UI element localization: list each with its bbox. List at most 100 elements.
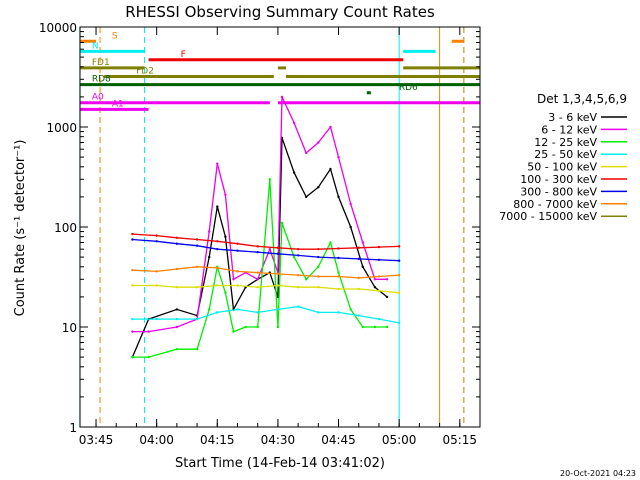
data-point — [216, 162, 219, 165]
y-axis-label: Count Rate (s⁻¹ detector⁻¹) — [13, 140, 28, 317]
data-point — [357, 314, 360, 317]
data-point — [276, 252, 280, 255]
y-tick-label: 10000 — [39, 21, 77, 35]
data-point — [195, 347, 199, 351]
data-point — [349, 308, 352, 311]
data-point — [208, 255, 211, 259]
data-point — [256, 286, 259, 289]
series-line — [132, 284, 400, 294]
data-point — [377, 258, 381, 261]
data-point — [175, 242, 179, 245]
legend-label: 6 - 12 keV — [541, 123, 597, 136]
data-point — [232, 278, 235, 281]
data-point — [317, 255, 320, 259]
data-point — [208, 230, 211, 233]
data-point — [373, 325, 377, 329]
flag-label: FD1 — [92, 58, 110, 68]
data-point — [337, 256, 340, 260]
data-point — [385, 325, 389, 329]
data-point — [175, 267, 179, 271]
data-point — [337, 275, 340, 278]
data-point — [377, 317, 381, 321]
data-point — [337, 271, 340, 274]
legend-label: 3 - 6 keV — [548, 111, 597, 124]
data-point — [208, 308, 211, 311]
data-point — [131, 232, 134, 236]
data-point — [397, 259, 401, 262]
data-point — [349, 225, 352, 229]
y-tick-label: 1 — [69, 421, 77, 435]
data-point — [357, 276, 360, 280]
legend-label: 50 - 100 keV — [527, 161, 597, 174]
x-tick-label: 04:30 — [261, 433, 296, 447]
data-point — [296, 273, 300, 277]
data-point — [147, 355, 150, 359]
data-point — [361, 325, 364, 329]
data-point — [385, 295, 389, 299]
data-point — [373, 278, 377, 281]
data-point — [292, 171, 296, 174]
data-point — [155, 234, 158, 237]
data-point — [317, 275, 320, 278]
data-point — [357, 257, 360, 261]
data-point — [276, 284, 280, 287]
data-point — [155, 240, 158, 243]
data-point — [244, 325, 247, 329]
data-point — [131, 238, 134, 241]
data-point — [224, 193, 227, 196]
data-point — [256, 271, 259, 274]
data-point — [236, 308, 239, 311]
data-point — [317, 265, 320, 268]
data-point — [292, 121, 296, 125]
data-point — [195, 317, 199, 321]
data-point — [317, 186, 320, 189]
data-point — [256, 311, 259, 314]
series-line — [132, 179, 387, 358]
data-point — [361, 241, 364, 244]
data-point — [216, 311, 219, 314]
data-point — [329, 241, 332, 244]
data-point — [329, 167, 332, 171]
x-tick-label: 04:15 — [200, 433, 235, 447]
data-point — [256, 250, 259, 254]
legend-label: 800 - 7000 keV — [513, 198, 597, 211]
data-point — [216, 284, 219, 287]
data-point — [175, 325, 179, 329]
data-point — [236, 242, 239, 245]
data-point — [357, 287, 360, 291]
series-line — [132, 233, 400, 250]
data-point — [224, 291, 227, 294]
legend-title: Det 1,3,4,5,6,9 — [537, 92, 627, 106]
data-point — [305, 278, 308, 281]
data-point — [329, 125, 332, 129]
flag-label: F — [181, 50, 186, 60]
series-line — [132, 266, 400, 279]
data-point — [276, 246, 280, 249]
x-tick-label: 04:45 — [321, 433, 356, 447]
data-point — [175, 308, 179, 311]
data-point — [175, 347, 179, 351]
data-point — [337, 195, 340, 199]
flag-label: N — [92, 41, 99, 51]
data-point — [377, 289, 381, 293]
series-line — [131, 137, 388, 358]
data-point — [155, 317, 158, 321]
data-point — [195, 265, 199, 268]
data-point — [155, 284, 158, 287]
data-point — [397, 321, 401, 325]
data-point — [195, 244, 199, 247]
data-point — [131, 355, 134, 359]
data-point — [216, 205, 219, 208]
flag-label: FD2 — [136, 66, 154, 76]
data-point — [224, 235, 227, 238]
data-point — [377, 245, 381, 249]
data-point — [280, 95, 284, 99]
flag-label: A1 — [112, 99, 124, 109]
data-point — [256, 245, 259, 248]
legend-label: 25 - 50 keV — [534, 148, 597, 161]
x-axis-label: Start Time (14-Feb-14 03:41:02) — [175, 456, 385, 471]
data-point — [397, 273, 401, 277]
legend-label: 100 - 300 keV — [520, 173, 597, 186]
data-point — [377, 275, 381, 278]
series-line — [132, 238, 400, 262]
